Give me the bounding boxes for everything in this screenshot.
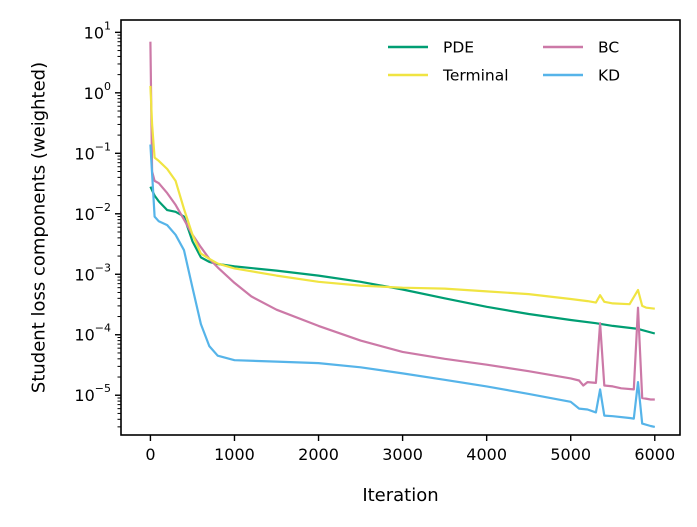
y-tick-label: 10−5 xyxy=(74,382,111,405)
x-tick-label: 0 xyxy=(145,445,155,464)
x-tick-label: 1000 xyxy=(214,445,255,464)
y-tick-label: 10−3 xyxy=(74,261,111,284)
y-tick-exponent: −1 xyxy=(95,140,111,153)
y-axis-label: Student loss components (weighted) xyxy=(28,62,49,393)
legend-entry-terminal: Terminal xyxy=(388,67,509,85)
legend-entry-kd: KD xyxy=(543,67,620,85)
y-tick-exponent: −3 xyxy=(95,261,111,274)
legend-label: Terminal xyxy=(442,67,509,85)
series-line-bc xyxy=(149,41,655,401)
series-line-kd xyxy=(149,144,656,428)
y-tick-label: 10−4 xyxy=(74,322,111,345)
legend-entry-bc: BC xyxy=(543,39,619,57)
y-tick-label: 100 xyxy=(84,80,111,103)
x-tick-label: 6000 xyxy=(634,445,675,464)
series-layer xyxy=(149,41,656,428)
y-tick-exponent: −4 xyxy=(95,322,111,335)
x-tick-label: 2000 xyxy=(298,445,339,464)
x-tick-label: 5000 xyxy=(550,445,591,464)
series-line-terminal xyxy=(149,85,655,310)
legend-label: KD xyxy=(598,67,620,85)
legend-label: PDE xyxy=(443,39,474,57)
legend-label: BC xyxy=(598,39,619,57)
y-tick-label: 101 xyxy=(84,19,111,42)
x-tick-label: 4000 xyxy=(466,445,507,464)
x-axis-ticks: 0 1000 2000 3000 4000 5000 6000 xyxy=(145,435,675,464)
x-tick-label: 3000 xyxy=(382,445,423,464)
y-tick-exponent: −5 xyxy=(95,382,111,395)
legend: PDE BC Terminal KD xyxy=(388,39,620,85)
y-tick-exponent: 0 xyxy=(104,80,111,93)
series-line-pde xyxy=(149,186,656,335)
y-tick-exponent: 1 xyxy=(104,19,111,32)
plot-frame xyxy=(120,19,681,436)
y-tick-label: 10−1 xyxy=(74,140,111,163)
y-tick-label: 10−2 xyxy=(74,201,111,224)
legend-entry-pde: PDE xyxy=(388,39,474,57)
y-tick-exponent: −2 xyxy=(95,201,111,214)
x-axis-label: Iteration xyxy=(362,485,438,506)
